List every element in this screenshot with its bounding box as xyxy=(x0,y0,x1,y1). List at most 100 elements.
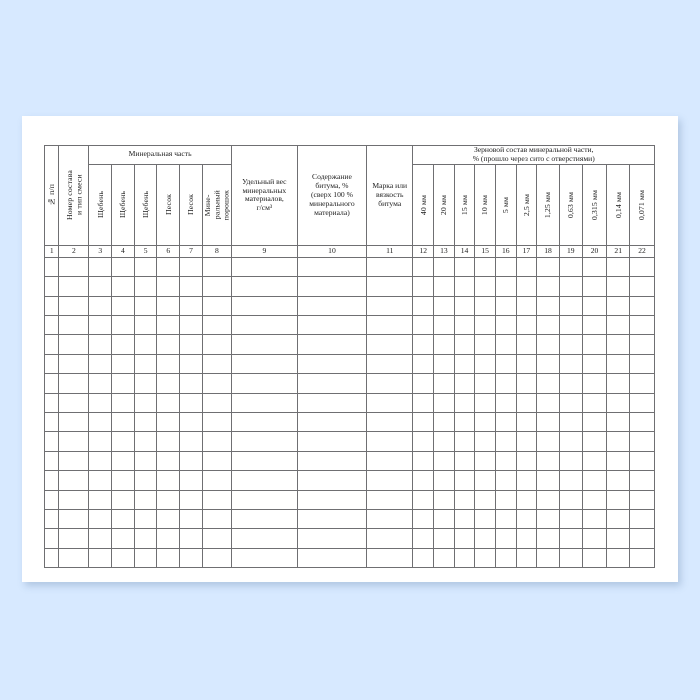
data-cell[interactable] xyxy=(366,315,414,336)
data-cell[interactable] xyxy=(494,412,517,433)
data-cell[interactable] xyxy=(111,470,135,491)
data-cell[interactable] xyxy=(433,315,455,336)
data-cell[interactable] xyxy=(606,276,631,297)
data-cell[interactable] xyxy=(296,276,368,297)
data-cell[interactable] xyxy=(494,373,517,394)
data-cell[interactable] xyxy=(179,373,203,394)
data-cell[interactable] xyxy=(606,470,631,491)
data-cell[interactable] xyxy=(474,373,496,394)
data-cell[interactable] xyxy=(201,334,232,355)
data-cell[interactable] xyxy=(179,315,203,336)
data-cell[interactable] xyxy=(201,431,232,452)
data-cell[interactable] xyxy=(43,412,60,433)
data-cell[interactable] xyxy=(606,315,631,336)
data-cell[interactable] xyxy=(453,334,476,355)
data-cell[interactable] xyxy=(581,450,608,472)
data-cell[interactable] xyxy=(433,392,455,414)
data-cell[interactable] xyxy=(536,547,560,569)
data-cell[interactable] xyxy=(629,295,655,317)
data-cell[interactable] xyxy=(629,528,655,549)
data-cell[interactable] xyxy=(453,547,476,569)
data-cell[interactable] xyxy=(111,373,135,394)
data-cell[interactable] xyxy=(581,256,608,278)
data-cell[interactable] xyxy=(43,450,60,472)
data-cell[interactable] xyxy=(111,334,135,355)
data-cell[interactable] xyxy=(88,470,113,491)
data-cell[interactable] xyxy=(296,353,368,375)
data-cell[interactable] xyxy=(88,450,113,472)
data-cell[interactable] xyxy=(366,470,414,491)
data-cell[interactable] xyxy=(433,412,455,433)
data-cell[interactable] xyxy=(606,450,631,472)
data-cell[interactable] xyxy=(494,528,517,549)
data-cell[interactable] xyxy=(629,508,655,530)
data-cell[interactable] xyxy=(179,353,203,375)
data-cell[interactable] xyxy=(494,450,517,472)
data-cell[interactable] xyxy=(474,431,496,452)
data-cell[interactable] xyxy=(558,353,583,375)
data-cell[interactable] xyxy=(296,528,368,549)
data-cell[interactable] xyxy=(558,295,583,317)
data-cell[interactable] xyxy=(629,256,655,278)
data-cell[interactable] xyxy=(494,470,517,491)
data-cell[interactable] xyxy=(412,470,435,491)
data-cell[interactable] xyxy=(201,353,232,375)
data-cell[interactable] xyxy=(515,373,538,394)
data-cell[interactable] xyxy=(453,470,476,491)
data-cell[interactable] xyxy=(230,392,298,414)
data-cell[interactable] xyxy=(133,295,158,317)
data-cell[interactable] xyxy=(88,373,113,394)
data-cell[interactable] xyxy=(453,315,476,336)
data-cell[interactable] xyxy=(230,295,298,317)
data-cell[interactable] xyxy=(156,412,181,433)
data-cell[interactable] xyxy=(629,315,655,336)
data-cell[interactable] xyxy=(412,412,435,433)
data-cell[interactable] xyxy=(558,508,583,530)
data-cell[interactable] xyxy=(515,334,538,355)
data-cell[interactable] xyxy=(179,470,203,491)
data-cell[interactable] xyxy=(366,489,414,510)
data-cell[interactable] xyxy=(558,528,583,549)
data-cell[interactable] xyxy=(58,528,90,549)
data-cell[interactable] xyxy=(536,528,560,549)
data-cell[interactable] xyxy=(433,450,455,472)
data-cell[interactable] xyxy=(581,489,608,510)
data-cell[interactable] xyxy=(536,373,560,394)
data-cell[interactable] xyxy=(133,431,158,452)
data-cell[interactable] xyxy=(88,334,113,355)
data-cell[interactable] xyxy=(230,315,298,336)
data-cell[interactable] xyxy=(536,508,560,530)
data-cell[interactable] xyxy=(111,315,135,336)
data-cell[interactable] xyxy=(474,508,496,530)
data-cell[interactable] xyxy=(179,412,203,433)
data-cell[interactable] xyxy=(156,256,181,278)
data-cell[interactable] xyxy=(43,392,60,414)
data-cell[interactable] xyxy=(296,547,368,569)
data-cell[interactable] xyxy=(474,412,496,433)
data-cell[interactable] xyxy=(201,470,232,491)
data-cell[interactable] xyxy=(453,528,476,549)
data-cell[interactable] xyxy=(412,256,435,278)
data-cell[interactable] xyxy=(629,489,655,510)
data-cell[interactable] xyxy=(179,392,203,414)
data-cell[interactable] xyxy=(43,470,60,491)
data-cell[interactable] xyxy=(156,392,181,414)
data-cell[interactable] xyxy=(179,276,203,297)
data-cell[interactable] xyxy=(474,392,496,414)
data-cell[interactable] xyxy=(629,334,655,355)
data-cell[interactable] xyxy=(515,256,538,278)
data-cell[interactable] xyxy=(111,295,135,317)
data-cell[interactable] xyxy=(111,353,135,375)
data-cell[interactable] xyxy=(201,450,232,472)
data-cell[interactable] xyxy=(453,508,476,530)
data-cell[interactable] xyxy=(179,450,203,472)
data-cell[interactable] xyxy=(515,489,538,510)
data-cell[interactable] xyxy=(515,450,538,472)
data-cell[interactable] xyxy=(58,431,90,452)
data-cell[interactable] xyxy=(629,450,655,472)
data-cell[interactable] xyxy=(581,315,608,336)
data-cell[interactable] xyxy=(58,334,90,355)
data-cell[interactable] xyxy=(433,431,455,452)
data-cell[interactable] xyxy=(433,334,455,355)
data-cell[interactable] xyxy=(581,373,608,394)
